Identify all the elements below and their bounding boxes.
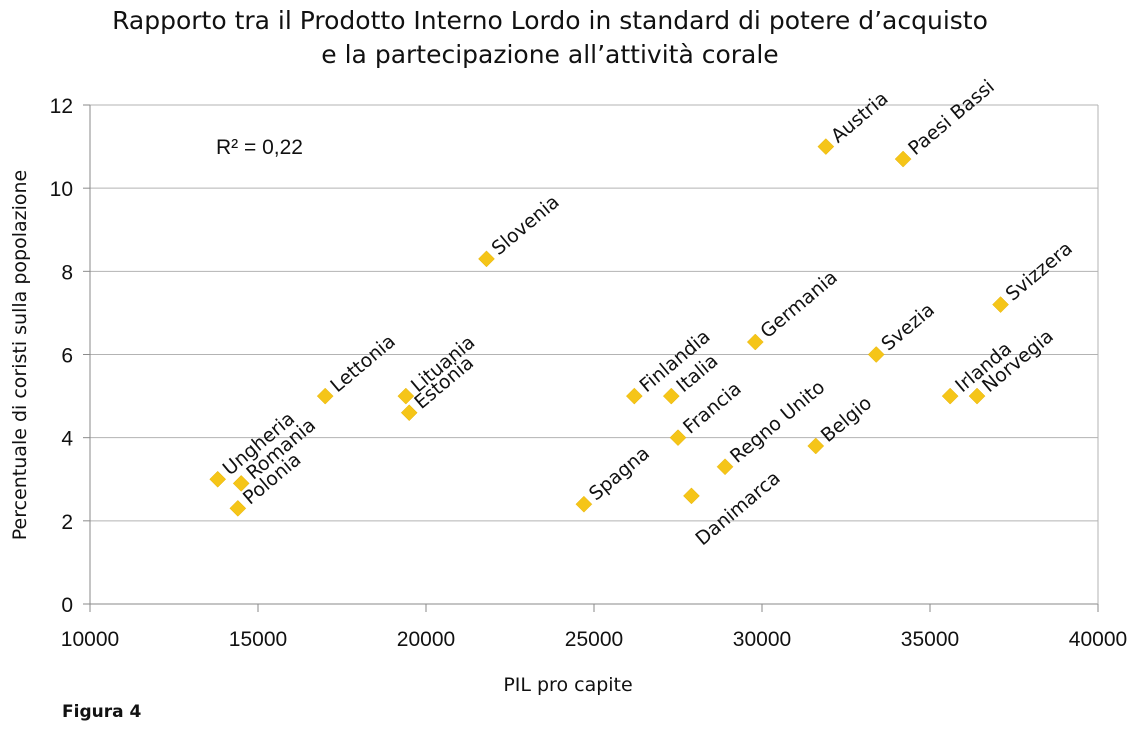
data-point-regno-unito xyxy=(716,458,734,476)
chart-title-line-1: Rapporto tra il Prodotto Interno Lordo i… xyxy=(112,6,988,35)
data-point-svezia xyxy=(867,346,885,363)
figure-label: Figura 4 xyxy=(62,702,142,722)
data-point-lettonia xyxy=(316,387,334,405)
data-point-francia xyxy=(669,429,687,447)
data-point-austria xyxy=(817,138,835,155)
y-tick-label: 12 xyxy=(50,95,73,118)
data-point-romania xyxy=(232,475,250,492)
y-tick-label: 4 xyxy=(61,428,73,451)
data-point-belgio xyxy=(807,437,825,455)
x-axis-label: PIL pro capite xyxy=(503,674,632,696)
grid-lines xyxy=(89,104,1099,605)
chart-title-line-2: e la partecipazione all’attività corale xyxy=(321,40,779,69)
data-point-spagna xyxy=(575,495,593,513)
y-axis-ticks: 0 2 4 6 8 10 12 xyxy=(50,95,90,617)
y-tick-label: 6 xyxy=(61,345,73,368)
point-label: Germania xyxy=(756,266,841,343)
x-tick-label: 10000 xyxy=(61,628,119,651)
x-axis-ticks: 10000 15000 20000 25000 30000 35000 40000 xyxy=(61,604,1127,651)
y-tick-label: 2 xyxy=(61,511,73,534)
data-point-slovenia xyxy=(478,250,495,268)
data-points xyxy=(209,138,1009,517)
y-tick-label: 8 xyxy=(61,261,73,284)
data-point-norvegia xyxy=(968,387,986,405)
data-point-danimarca xyxy=(683,487,700,505)
point-label: Spagna xyxy=(585,442,654,505)
y-axis-label: Percentuale di coristi sulla popolazione xyxy=(9,170,31,540)
data-point-germania xyxy=(746,333,764,351)
data-point-estonia xyxy=(400,404,418,422)
data-point-svizzera xyxy=(992,296,1009,313)
data-point-finlandia xyxy=(625,387,643,405)
point-label: Svezia xyxy=(877,299,939,356)
point-label: Belgio xyxy=(817,392,876,447)
y-tick-label: 10 xyxy=(50,178,73,201)
x-tick-label: 35000 xyxy=(901,628,959,651)
y-tick-label: 0 xyxy=(61,594,73,617)
data-point-irlanda xyxy=(941,387,959,405)
data-point-lituania xyxy=(397,387,415,405)
data-point-italia xyxy=(662,387,680,405)
point-label: Austria xyxy=(827,87,893,147)
x-tick-label: 40000 xyxy=(1069,628,1127,651)
x-tick-label: 25000 xyxy=(565,628,623,651)
x-tick-label: 15000 xyxy=(229,628,287,651)
data-point-polonia xyxy=(229,500,247,517)
x-tick-label: 20000 xyxy=(397,628,455,651)
data-point-paesi-bassi xyxy=(894,150,912,168)
point-label: Danimarca xyxy=(691,467,784,550)
x-tick-label: 30000 xyxy=(733,628,791,651)
data-point-ungheria xyxy=(209,470,227,488)
r-squared-annotation: R² = 0,22 xyxy=(216,136,303,159)
chart-title: Rapporto tra il Prodotto Interno Lordo i… xyxy=(0,4,1100,72)
point-label: Slovenia xyxy=(488,191,564,260)
point-label: Paesi Bassi xyxy=(904,76,999,160)
point-label: Lettonia xyxy=(326,330,399,397)
